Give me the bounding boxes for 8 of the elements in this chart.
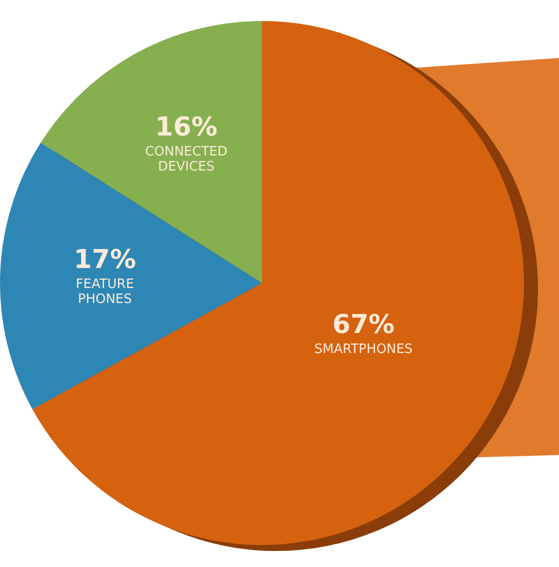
data-label: 17% xyxy=(74,245,136,276)
pie-slice xyxy=(32,21,524,545)
slice-label: SMARTPHONES xyxy=(314,342,413,358)
slice-label: CONNECTED DEVICES xyxy=(145,144,228,174)
data-label: 16% xyxy=(155,112,218,142)
data-label: 67% xyxy=(332,310,395,340)
pie-slice xyxy=(0,142,262,410)
slice-label: FEATURE PHONES xyxy=(76,277,134,308)
